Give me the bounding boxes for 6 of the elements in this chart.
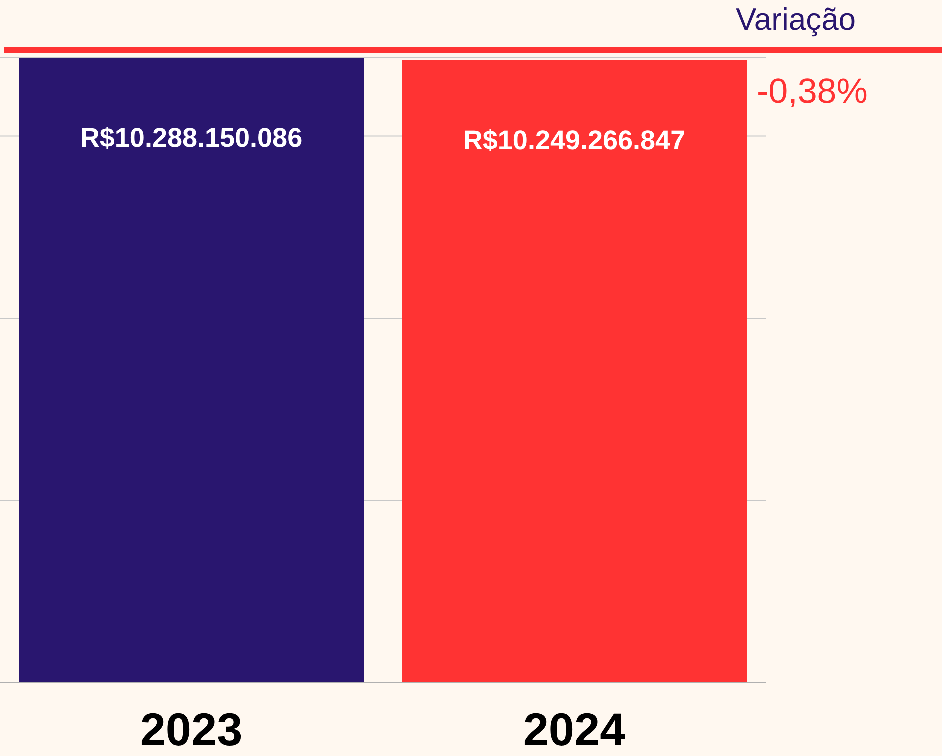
x-tick-label: 2024 xyxy=(523,704,626,756)
x-tick-label: 2023 xyxy=(140,704,243,756)
data-label: R$10.249.266.847 xyxy=(463,126,686,156)
annotation: -0,38% xyxy=(757,72,868,112)
data-label: R$10.288.150.086 xyxy=(80,123,303,154)
text: Variação xyxy=(736,2,856,38)
